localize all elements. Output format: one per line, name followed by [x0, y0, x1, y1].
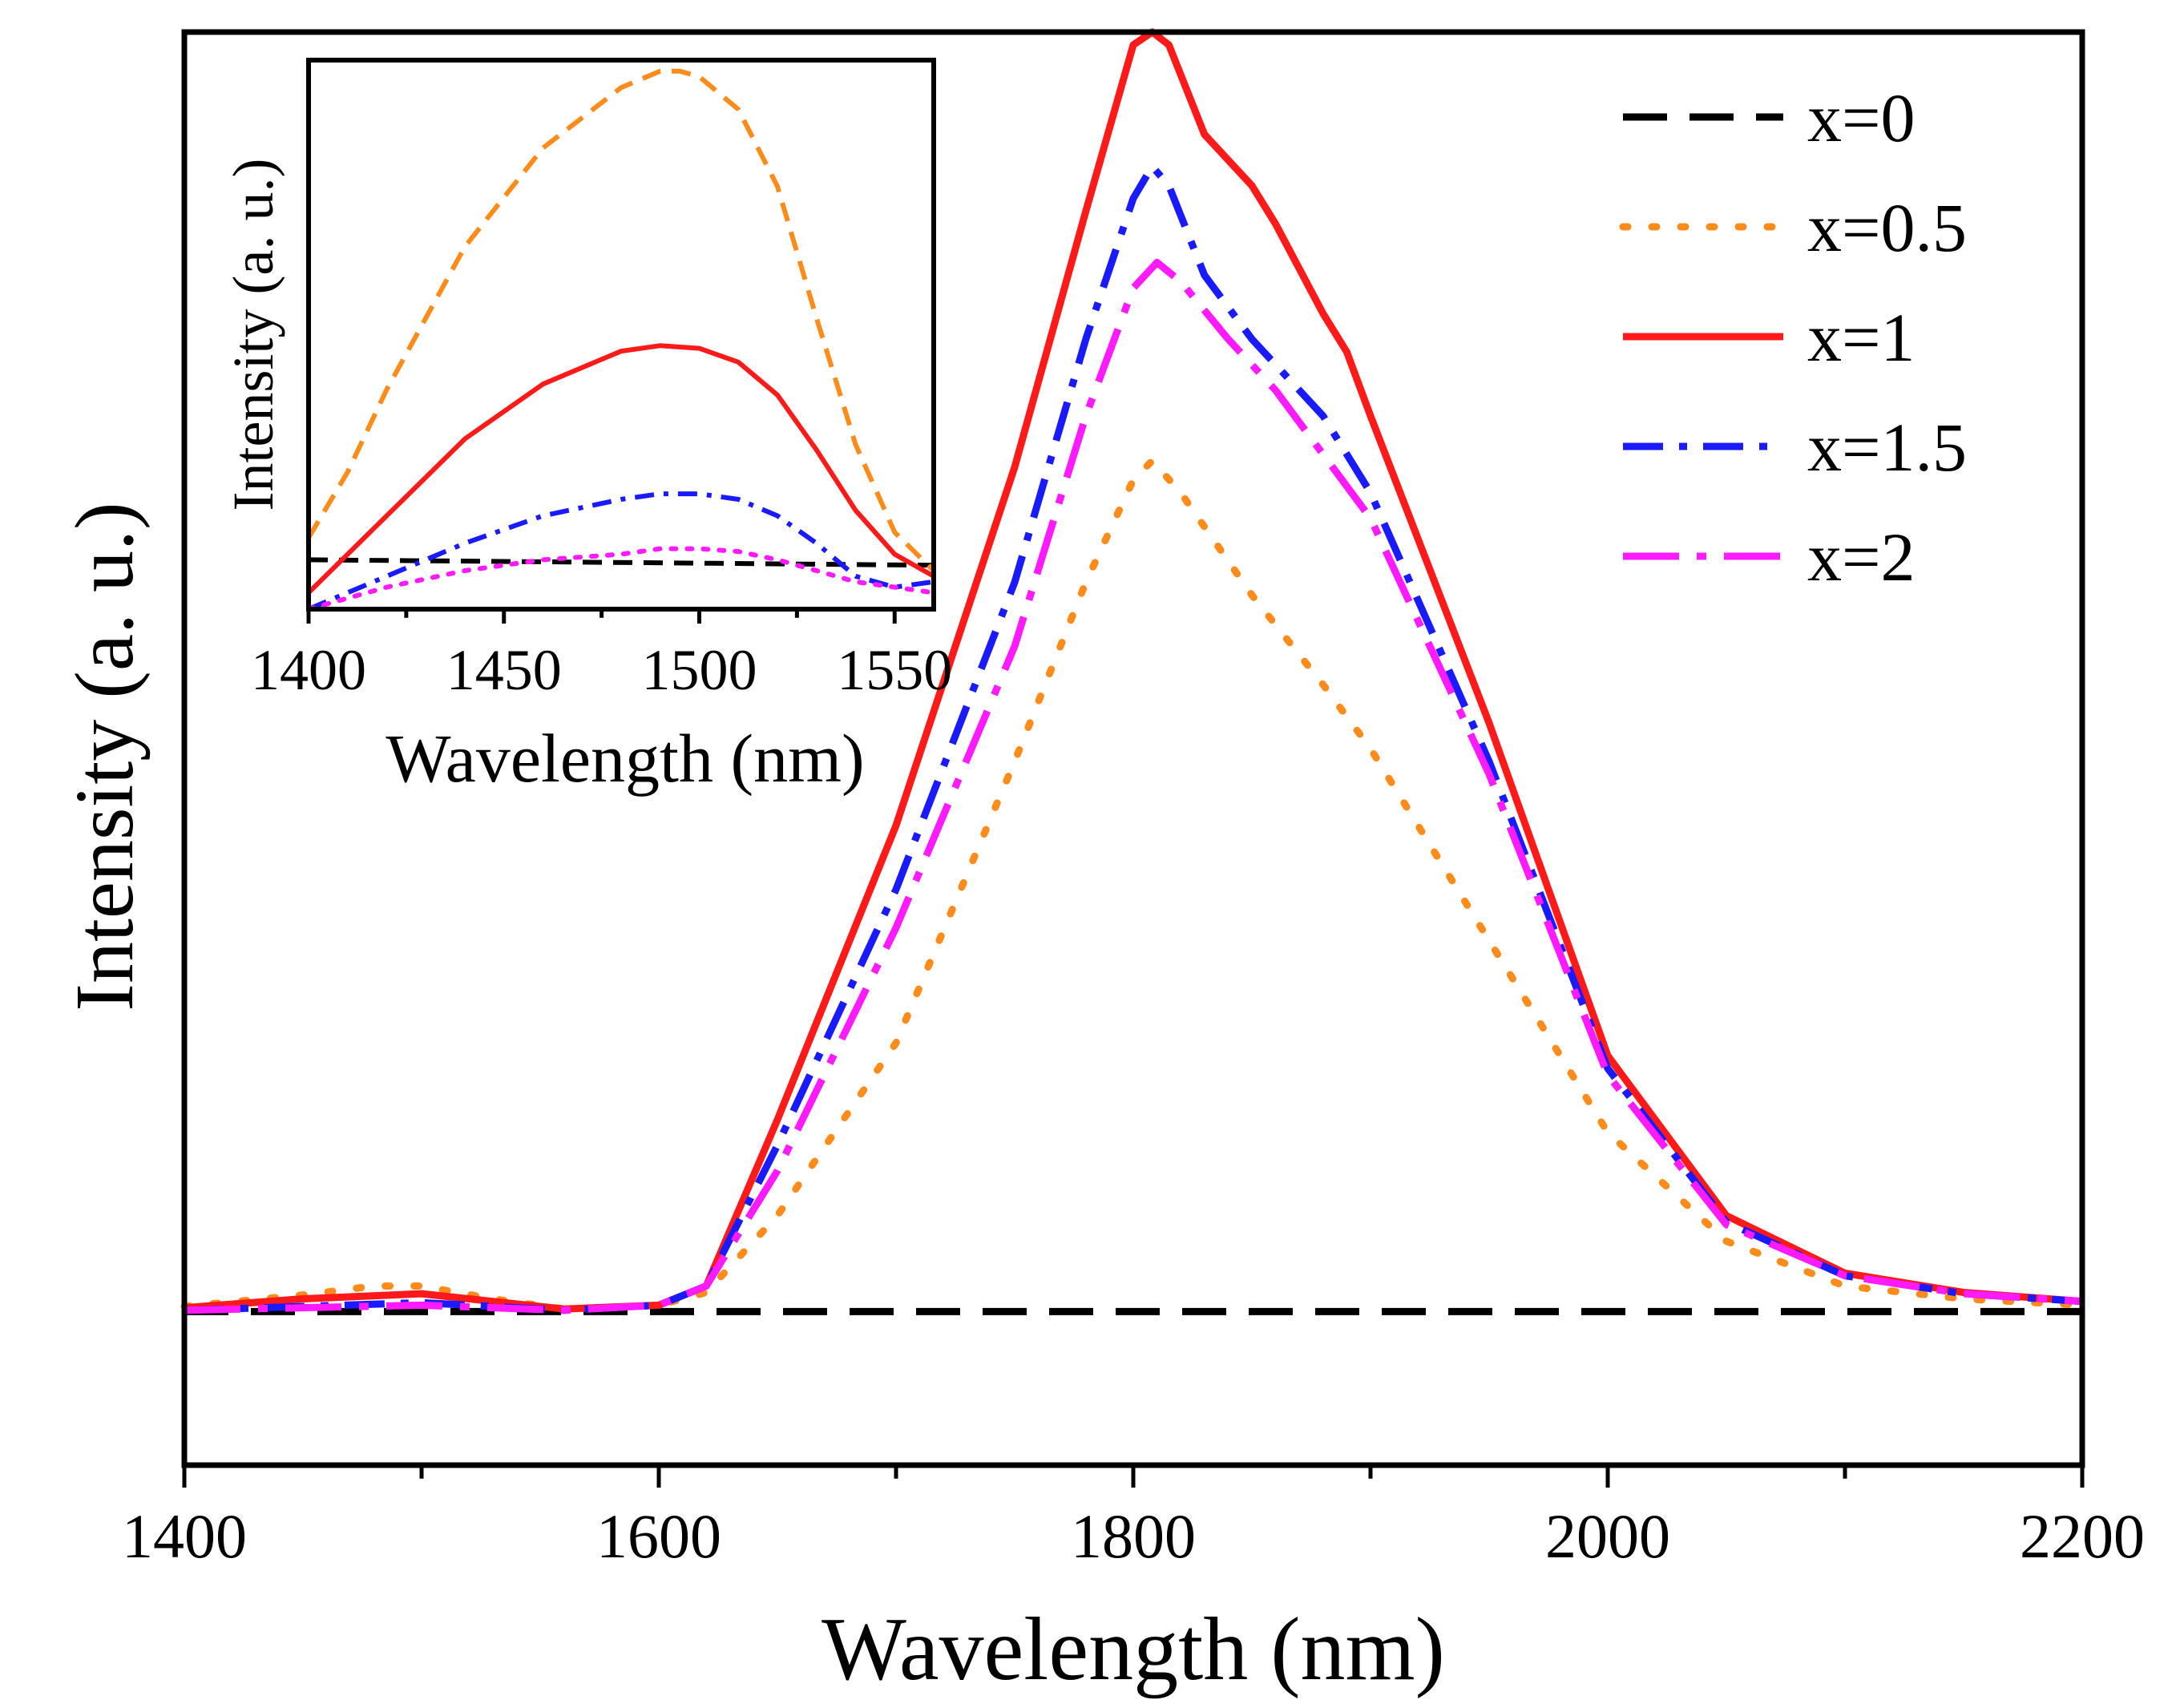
inset-x-tick-label: 1450 — [446, 638, 562, 702]
inset-x-tick-label: 1400 — [251, 638, 366, 702]
inset-x-tick-label: 1550 — [837, 638, 952, 702]
inset-x-axis-label: Wavelength (nm) — [386, 720, 864, 797]
main-series-x-2 — [184, 258, 2083, 1314]
inset-series-x-0-5 — [306, 68, 936, 573]
inset-ticks-group: 1400 1450 1500 1550 — [251, 609, 952, 702]
main-x-tick-label: 1400 — [122, 1501, 247, 1571]
legend-label: x=1 — [1807, 299, 1916, 376]
inset-series-x-0 — [308, 557, 935, 568]
inset-x-tick-label: 1500 — [642, 638, 757, 702]
main-x-tick-label: 2200 — [2020, 1501, 2145, 1571]
legend-label: x=2 — [1807, 519, 1916, 596]
main-series-group — [180, 28, 2086, 1315]
legend: x=0 x=0.5 x=1 x=1.5 x=2 — [1619, 79, 1967, 596]
main-y-axis-label: Intensity (a. u.) — [59, 502, 151, 1011]
inset-series-x-2 — [306, 546, 936, 612]
legend-label: x=1.5 — [1807, 409, 1967, 486]
inset-y-axis-label: Intensity (a. u.) — [221, 159, 285, 511]
main-series-x-1 — [184, 28, 2083, 1313]
main-x-axis-label: Wavelength (nm) — [822, 1600, 1445, 1699]
main-ticks-group: 1400 1600 1800 2000 2200 — [122, 1465, 2145, 1571]
inset-plot: 1400 1450 1500 1550 Wavelength (nm) Intensi… — [221, 58, 952, 797]
main-x-tick-label: 2000 — [1545, 1501, 1670, 1571]
main-plot: 1400 1600 1800 2000 2200 Wavelength (nm) Int… — [59, 28, 2145, 1699]
inset-series-x-1-5 — [307, 491, 935, 612]
inset-plot-frame — [306, 58, 936, 612]
main-x-tick-label: 1600 — [596, 1501, 721, 1571]
inset-series-group — [306, 68, 936, 612]
main-plot-frame — [181, 29, 2085, 1468]
inset-series-x-1 — [306, 343, 935, 595]
main-x-tick-label: 1800 — [1071, 1501, 1196, 1571]
main-series-x-1-5 — [184, 163, 2083, 1314]
legend-label: x=0.5 — [1807, 189, 1967, 266]
inset-background — [309, 60, 934, 609]
legend-label: x=0 — [1807, 79, 1916, 156]
